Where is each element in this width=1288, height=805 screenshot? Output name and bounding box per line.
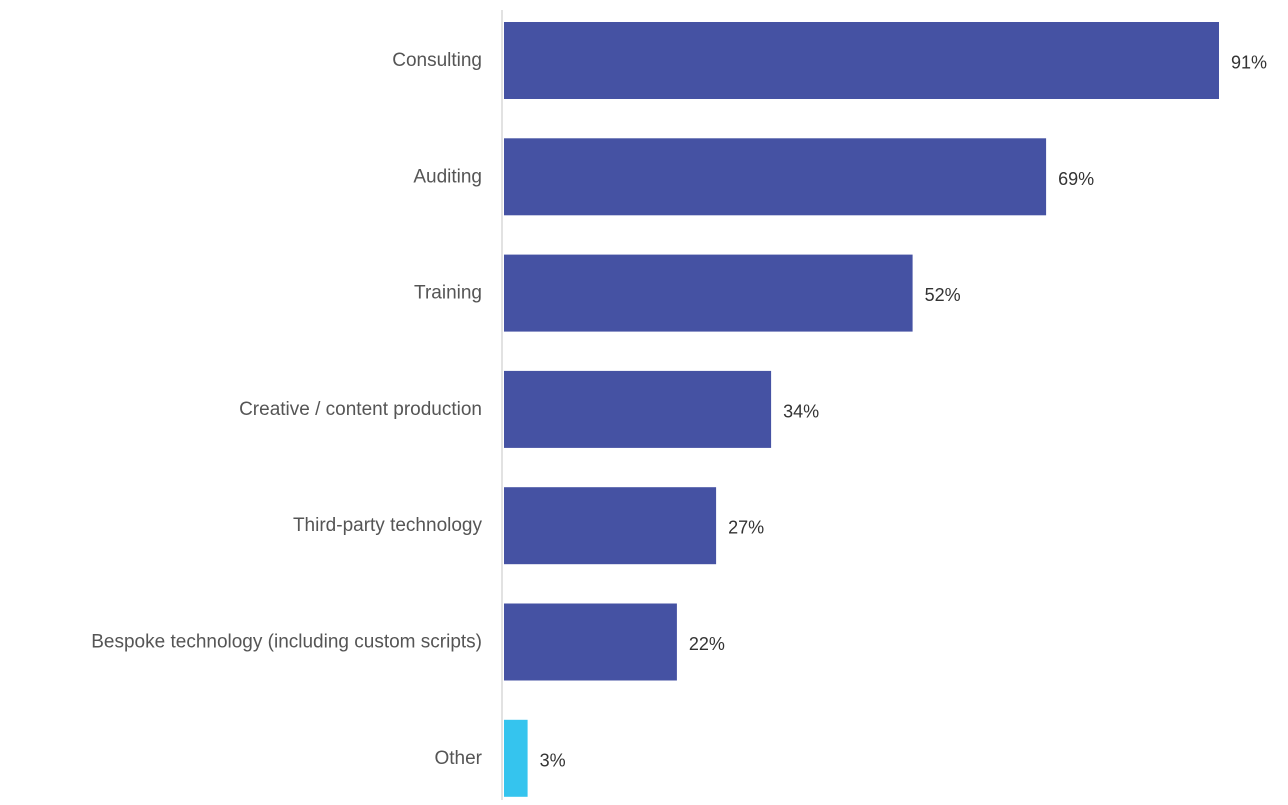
bar-0 — [504, 22, 1219, 99]
bar-4 — [504, 487, 717, 565]
bar-3 — [504, 370, 772, 448]
category-label: Other — [434, 748, 482, 769]
value-labels-group: 91% 69% 52% 34% 27% 22% 3% — [540, 53, 1267, 771]
bars-group — [504, 22, 1219, 797]
value-label: 27% — [728, 518, 764, 538]
bar-1 — [504, 138, 1047, 216]
value-label: 3% — [540, 750, 566, 770]
value-label: 34% — [783, 401, 819, 421]
value-label: 52% — [925, 285, 961, 305]
bar-5 — [504, 603, 677, 681]
category-label: Consulting — [392, 50, 482, 71]
bar-6 — [504, 719, 528, 797]
category-label: Creative / content production — [239, 399, 482, 420]
bar-2 — [504, 254, 913, 332]
value-label: 22% — [689, 634, 725, 654]
category-label: Bespoke technology (including custom scr… — [91, 632, 482, 653]
category-label: Third-party technology — [293, 515, 483, 536]
value-label: 69% — [1058, 169, 1094, 189]
value-label: 91% — [1231, 53, 1267, 73]
category-label: Training — [414, 283, 482, 304]
category-labels-group: Consulting Auditing Training Creative / con… — [91, 50, 482, 769]
category-label: Auditing — [413, 166, 482, 187]
